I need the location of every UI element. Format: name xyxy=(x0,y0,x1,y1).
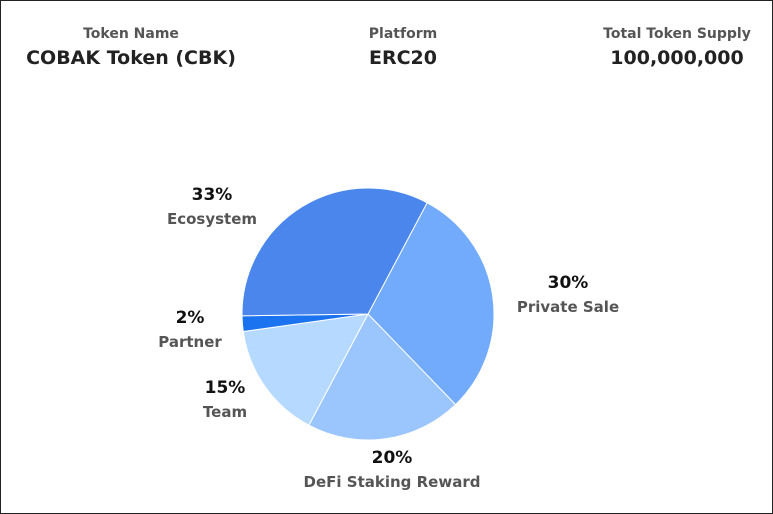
slice-percent-team: 15% xyxy=(205,378,246,398)
slice-percent-ecosystem: 33% xyxy=(192,185,233,205)
platform-label: Platform xyxy=(368,26,438,42)
supply-value: 100,000,000 xyxy=(610,47,744,69)
slice-percent-partner: 2% xyxy=(176,308,205,328)
slice-percent-private-sale: 30% xyxy=(548,273,589,293)
pie-slice-team xyxy=(242,313,369,426)
platform-block: Platform ERC20 xyxy=(341,25,465,71)
platform-value: ERC20 xyxy=(369,47,437,69)
supply-block: Total Token Supply 100,000,000 xyxy=(593,25,761,71)
token-name-block: Token Name COBAK Token (CBK) xyxy=(17,25,245,71)
pie-slice-private-sale xyxy=(367,202,495,406)
slice-name-private-sale: Private Sale xyxy=(517,298,619,316)
supply-label: Total Token Supply xyxy=(603,26,751,42)
token-name-label: Token Name xyxy=(83,26,179,42)
slice-name-team: Team xyxy=(203,403,247,421)
slice-percent-defi-staking-reward: 20% xyxy=(372,448,413,468)
pie-slice-defi-staking-reward xyxy=(308,313,457,441)
slice-name-ecosystem: Ecosystem xyxy=(167,210,257,228)
pie-slice-ecosystem xyxy=(241,187,428,317)
slice-name-defi-staking-reward: DeFi Staking Reward xyxy=(304,473,481,491)
token-name-value: COBAK Token (CBK) xyxy=(26,47,236,69)
slice-name-partner: Partner xyxy=(158,333,222,351)
